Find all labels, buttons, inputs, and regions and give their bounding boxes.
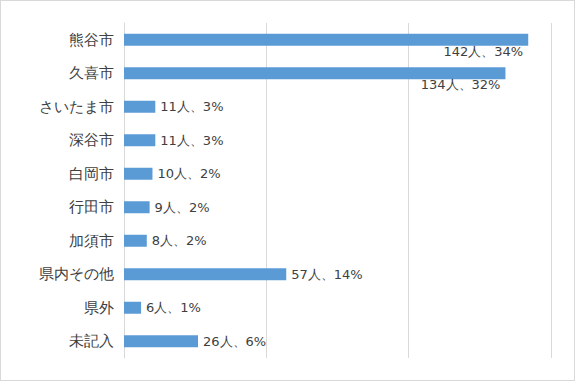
svg-text:深谷市: 深谷市 — [69, 131, 114, 149]
svg-text:行田市: 行田市 — [69, 198, 114, 216]
svg-text:白岡市: 白岡市 — [69, 165, 114, 183]
svg-text:26人、6%: 26人、6% — [203, 334, 266, 349]
svg-text:134人、32%: 134人、32% — [421, 77, 501, 92]
svg-text:県外: 県外 — [84, 299, 114, 317]
svg-text:11人、3%: 11人、3% — [160, 99, 223, 114]
svg-text:6人、1%: 6人、1% — [146, 300, 201, 315]
svg-text:未記入: 未記入 — [69, 332, 114, 350]
svg-text:さいたま市: さいたま市 — [39, 98, 114, 116]
svg-text:8人、2%: 8人、2% — [152, 233, 207, 248]
svg-text:9人、2%: 9人、2% — [155, 200, 210, 215]
svg-text:県内その他: 県内その他 — [39, 265, 114, 283]
svg-text:57人、14%: 57人、14% — [291, 267, 362, 282]
svg-text:熊谷市: 熊谷市 — [69, 31, 114, 49]
svg-text:142人、34%: 142人、34% — [444, 44, 524, 59]
svg-text:11人、3%: 11人、3% — [160, 133, 223, 148]
svg-text:久喜市: 久喜市 — [69, 64, 114, 82]
svg-text:10人、2%: 10人、2% — [157, 166, 220, 181]
svg-text:加須市: 加須市 — [69, 232, 114, 250]
